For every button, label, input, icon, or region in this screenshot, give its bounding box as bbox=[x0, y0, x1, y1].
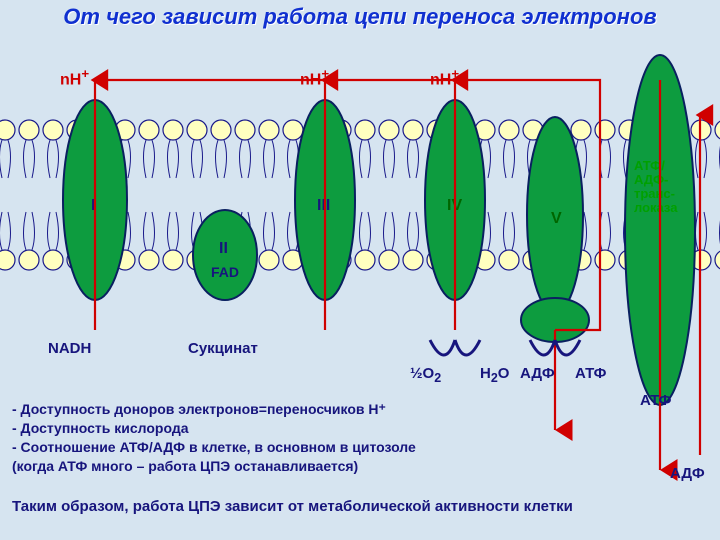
bullet-list: - Доступность доноров электронов=перенос… bbox=[12, 400, 416, 476]
svg-text:III: III bbox=[317, 197, 330, 214]
label: ½O2 bbox=[410, 365, 441, 385]
svg-text:АДФ-: АДФ- bbox=[634, 172, 668, 187]
label: АТФ bbox=[640, 392, 671, 409]
bullet-line: - Соотношение АТФ/АДФ в клетке, в основн… bbox=[12, 438, 416, 457]
svg-text:FAD: FAD bbox=[211, 264, 239, 280]
label: nH+ bbox=[430, 66, 459, 89]
label: АДФ bbox=[520, 365, 555, 382]
label: H2O bbox=[480, 365, 509, 385]
diagram-stage: От чего зависит работа цепи переноса эле… bbox=[0, 0, 720, 540]
label: nH+ bbox=[60, 66, 89, 89]
label: Сукцинат bbox=[188, 340, 258, 357]
bullet-line: (когда АТФ много – работа ЦПЭ останавлив… bbox=[12, 457, 416, 476]
svg-text:II: II bbox=[219, 240, 228, 257]
label: nH+ bbox=[300, 66, 329, 89]
bullet-line: - Доступность доноров электронов=перенос… bbox=[12, 400, 416, 419]
svg-text:V: V bbox=[551, 210, 562, 227]
label: АТФ bbox=[575, 365, 606, 382]
svg-text:транс-: транс- bbox=[634, 186, 675, 201]
summary-text: Таким образом, работа ЦПЭ зависит от мет… bbox=[12, 498, 573, 515]
label: АДФ bbox=[670, 465, 705, 482]
bullet-line: - Доступность кислорода bbox=[12, 419, 416, 438]
svg-text:локаза: локаза bbox=[634, 200, 678, 215]
label: NADH bbox=[48, 340, 91, 357]
